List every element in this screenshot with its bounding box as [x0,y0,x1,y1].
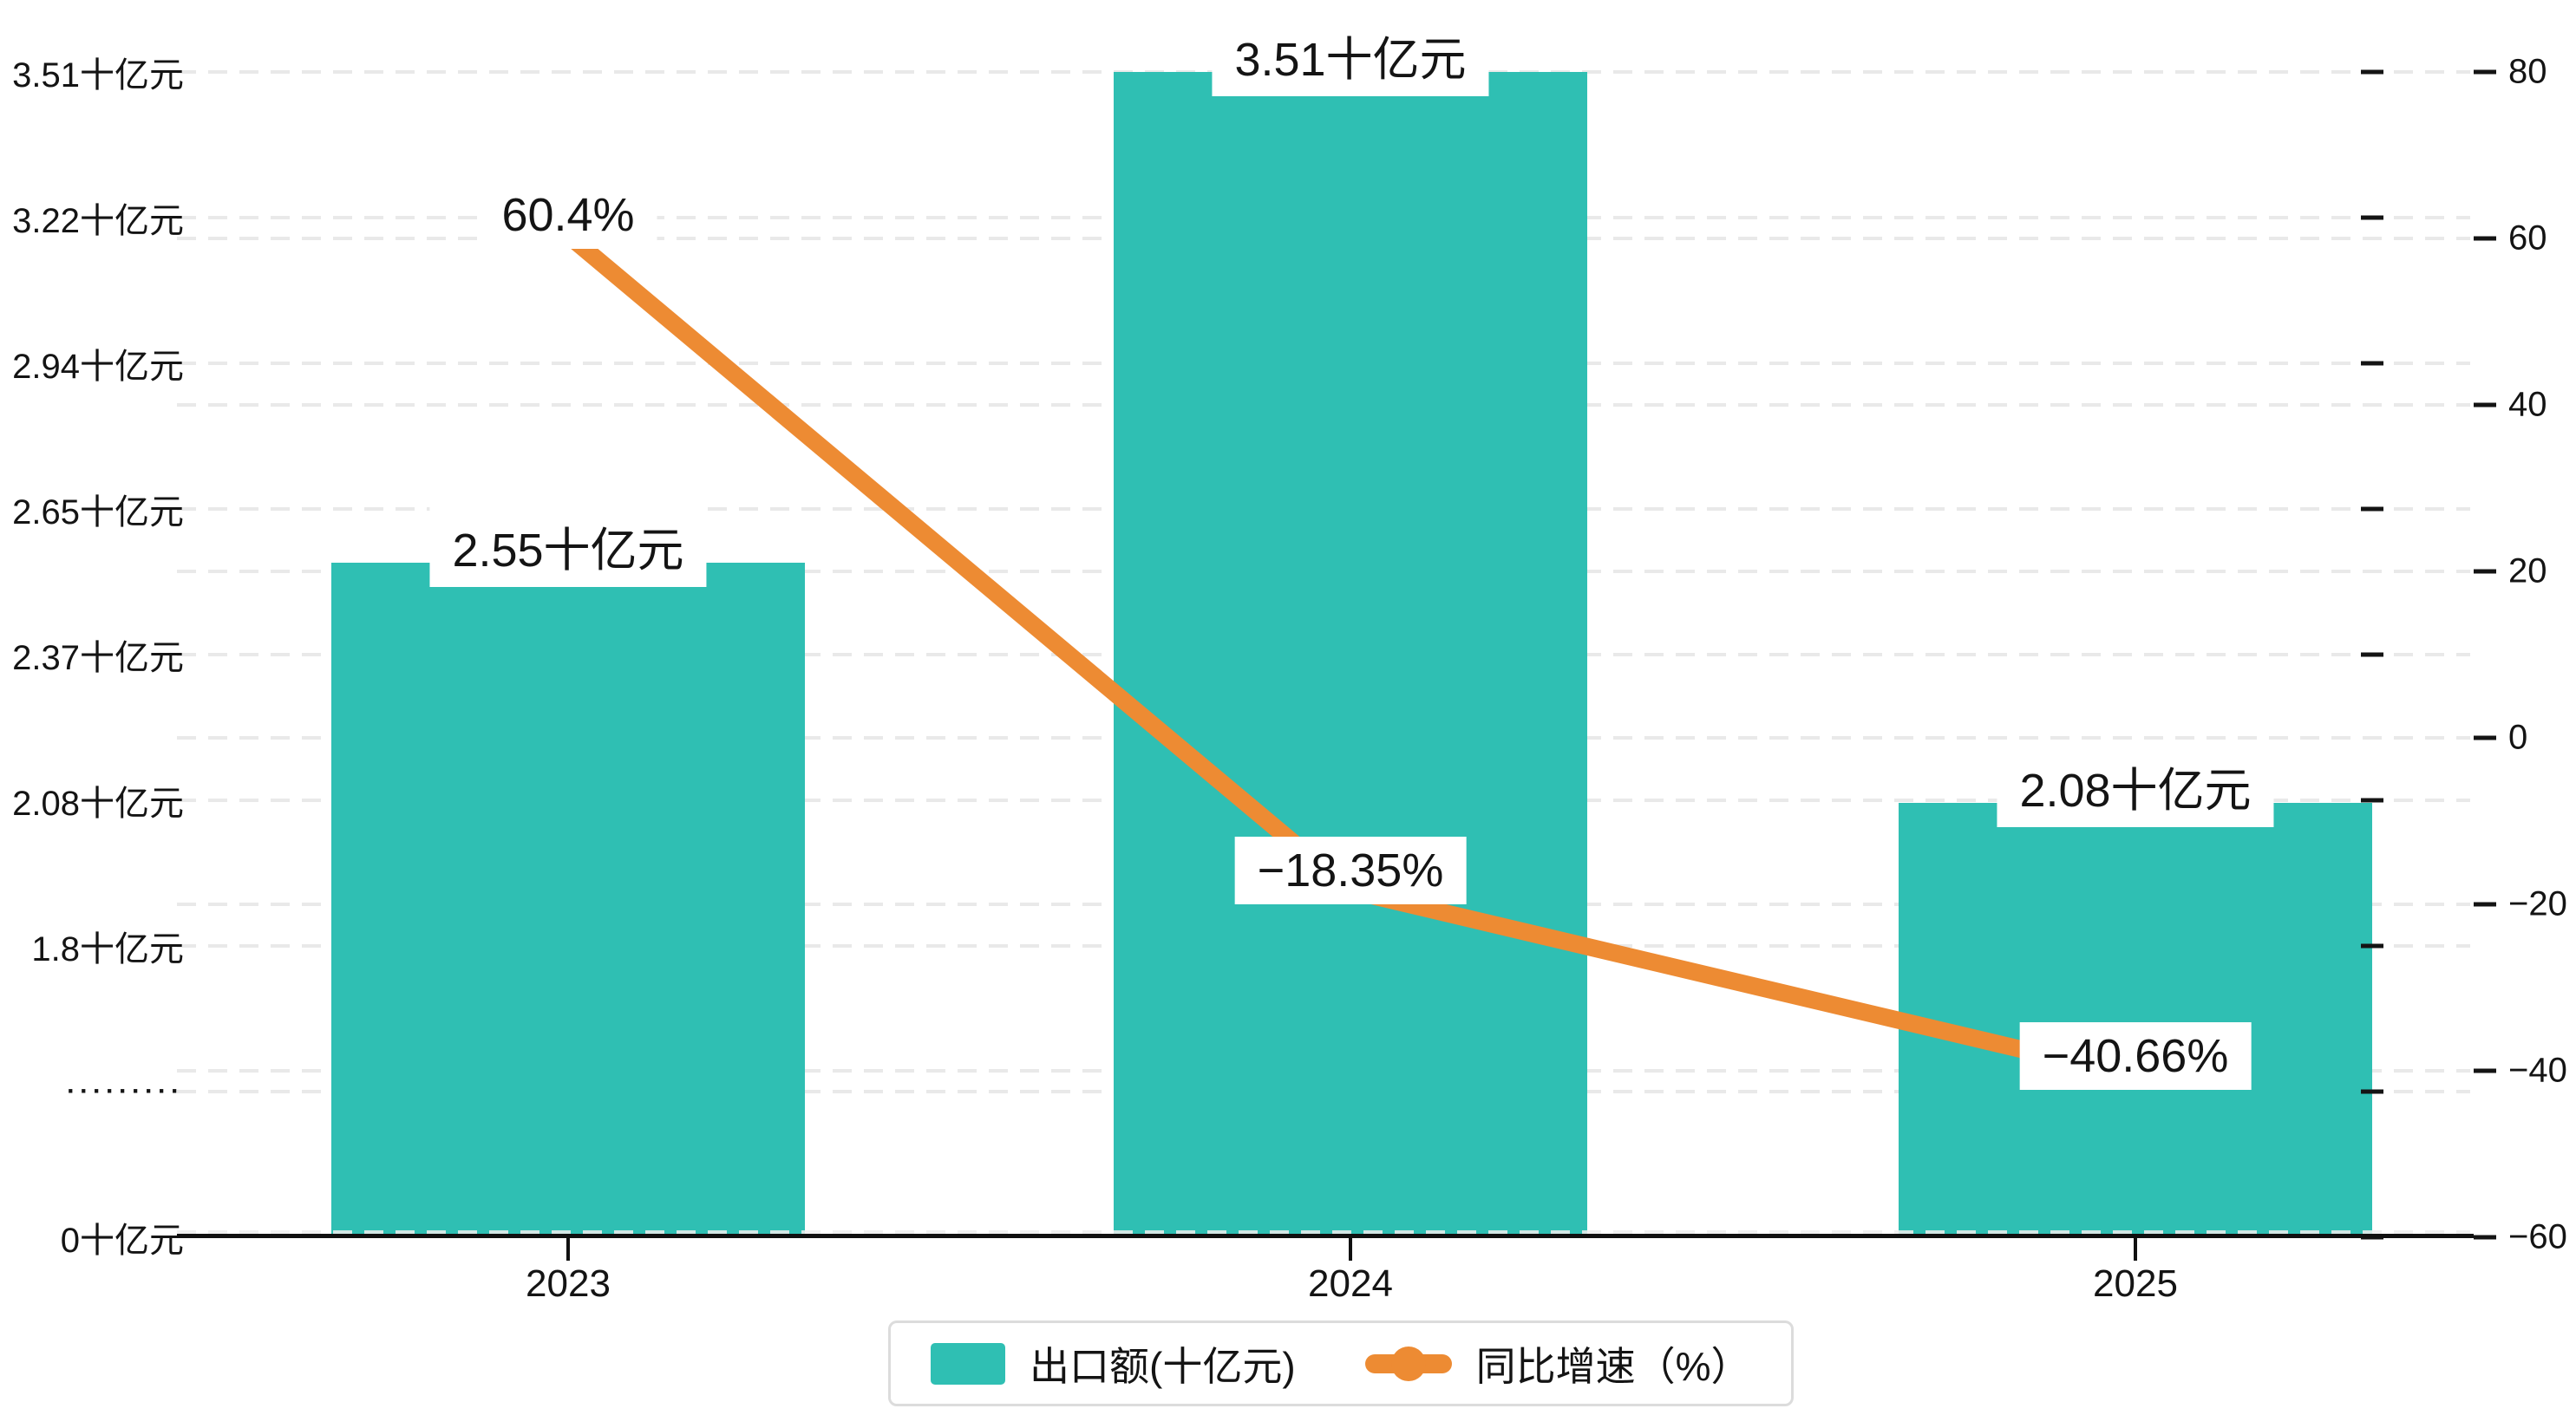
legend-label-export: 出口额(十亿元) [1030,1343,1296,1389]
x-axis-label-2024[interactable]: 2024 [1308,1262,1393,1305]
bar-value-label-2024: 3.51十亿元 [1212,14,1489,96]
bar-series-swatch-icon [931,1342,1005,1385]
y-axis-right-tick-label: 60 [2508,218,2547,258]
x-axis-tick-mark [2134,1238,2137,1261]
legend-item-growth[interactable]: 同比增速（%） [1364,1335,1751,1392]
y-axis-right-tick-mark [2474,69,2496,75]
y-axis-left-tick-mark [2361,1089,2383,1094]
line-value-label-2024: −18.35% [1234,837,1467,905]
x-axis-label-2023[interactable]: 2023 [526,1262,611,1305]
y-axis-left-tick-label: 3.22十亿元 [12,202,184,240]
y-axis-right-tick-mark [2474,902,2496,907]
y-axis-right-tick-mark [2474,1068,2496,1073]
y-axis-right-tick-label: −20 [2508,884,2567,923]
bar-value-label-2023: 2.55十亿元 [429,504,707,587]
y-axis-left-tick-mark [2361,798,2383,803]
y-axis-right-tick-mark [2474,1235,2496,1240]
y-axis-left-tick-mark [2361,69,2383,75]
line-series-dot-icon [1390,1346,1426,1381]
x-axis-label-2025[interactable]: 2025 [2093,1262,2178,1305]
y-axis-left-tick-mark [2361,215,2383,220]
y-axis-left-tick-mark [2361,361,2383,366]
legend-label-growth: 同比增速（%） [1475,1343,1751,1389]
y-axis-left-tick-label: 0十亿元 [60,1222,184,1260]
y-axis-right-tick-mark [2474,569,2496,574]
y-axis-right-tick-label: 40 [2508,385,2547,424]
y-axis-left-tick-label: ········· [67,1077,184,1105]
legend-item-export[interactable]: 出口额(十亿元) [931,1335,1296,1392]
bar-2024[interactable] [1114,72,1587,1237]
gridline-baseline [177,1230,2470,1234]
y-axis-right-tick-label: 20 [2508,551,2547,590]
x-axis-tick-mark [566,1238,570,1261]
y-axis-right-tick-label: 80 [2508,52,2547,91]
y-axis-right-tick-mark [2474,735,2496,740]
legend: 出口额(十亿元) 同比增速（%） [888,1320,1794,1406]
x-axis-line [177,1234,2474,1238]
y-axis-left-tick-label: 3.51十亿元 [12,56,184,95]
y-axis-left-tick-mark [2361,506,2383,512]
y-axis-left-tick-label: 2.94十亿元 [12,348,184,386]
y-axis-right-tick-label: −60 [2508,1217,2567,1256]
y-axis-left-tick-label: 2.65十亿元 [12,493,184,531]
line-value-label-2025: −40.66% [2019,1022,2252,1091]
y-axis-left-tick-mark [2361,943,2383,949]
bar-2023[interactable] [331,562,805,1237]
bar-2025[interactable] [1899,802,2372,1237]
x-axis-tick-mark [1349,1238,1352,1261]
y-axis-right-tick-label: −40 [2508,1051,2567,1090]
line-series-marker-icon [1364,1346,1452,1381]
y-axis-left-tick-mark [2361,652,2383,657]
y-axis-left-tick-label: 1.8十亿元 [31,930,184,968]
y-axis-right-tick-label: 0 [2508,718,2528,757]
y-axis-right-tick-mark [2474,236,2496,241]
line-value-label-2023: 60.4% [479,181,657,250]
y-axis-left-tick-label: 2.37十亿元 [12,639,184,677]
bar-value-label-2025: 2.08十亿元 [1997,744,2274,827]
y-axis-left-tick-label: 2.08十亿元 [12,785,184,823]
growth-line[interactable] [562,228,2138,1086]
y-axis-right-tick-mark [2474,402,2496,408]
